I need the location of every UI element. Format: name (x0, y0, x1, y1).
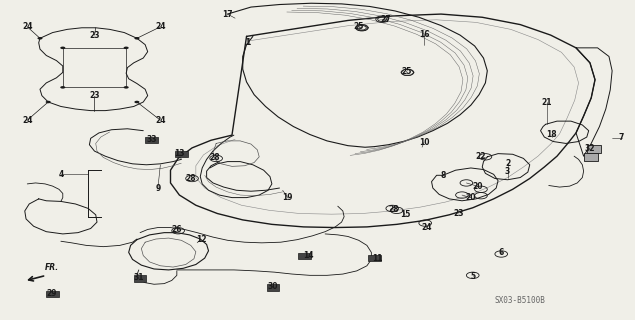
FancyBboxPatch shape (267, 284, 279, 291)
Text: SX03-B5100B: SX03-B5100B (495, 296, 545, 305)
Text: 4: 4 (58, 170, 64, 179)
Text: 12: 12 (196, 235, 206, 244)
Text: 24: 24 (421, 223, 432, 232)
Circle shape (60, 47, 65, 49)
Text: 13: 13 (174, 149, 185, 158)
Text: 19: 19 (283, 193, 293, 202)
Text: 5: 5 (470, 272, 475, 281)
Text: 20: 20 (472, 182, 483, 191)
Text: 17: 17 (222, 10, 233, 19)
Text: 24: 24 (155, 22, 166, 31)
Text: 23: 23 (90, 91, 100, 100)
Text: 21: 21 (542, 98, 552, 107)
Text: 14: 14 (303, 251, 313, 260)
Text: 16: 16 (418, 30, 429, 39)
FancyBboxPatch shape (46, 291, 59, 297)
Text: 11: 11 (373, 254, 383, 263)
FancyBboxPatch shape (175, 151, 187, 157)
Circle shape (135, 101, 140, 103)
Text: 27: 27 (380, 15, 391, 24)
FancyBboxPatch shape (584, 153, 598, 161)
Text: 24: 24 (155, 116, 166, 125)
FancyBboxPatch shape (134, 275, 147, 282)
FancyBboxPatch shape (145, 137, 158, 143)
Text: 1: 1 (245, 38, 250, 47)
FancyBboxPatch shape (298, 253, 311, 260)
Text: 10: 10 (418, 138, 429, 147)
Text: 7: 7 (619, 133, 624, 142)
Text: 33: 33 (146, 135, 157, 144)
Circle shape (124, 47, 129, 49)
Text: 8: 8 (440, 172, 446, 180)
Circle shape (135, 37, 140, 40)
Text: 23: 23 (90, 31, 100, 40)
Text: 25: 25 (354, 22, 364, 31)
Circle shape (37, 37, 43, 40)
Circle shape (124, 86, 129, 89)
Text: 28: 28 (210, 153, 220, 162)
Circle shape (60, 86, 65, 89)
Text: 29: 29 (46, 289, 57, 298)
FancyBboxPatch shape (587, 145, 601, 153)
Text: 26: 26 (171, 225, 182, 234)
Text: 31: 31 (133, 273, 144, 282)
Text: 2: 2 (505, 159, 510, 168)
Text: 3: 3 (505, 167, 510, 176)
Text: 9: 9 (155, 184, 161, 193)
Text: 28: 28 (388, 205, 399, 214)
Text: 22: 22 (476, 152, 486, 161)
Text: 28: 28 (185, 174, 196, 183)
Text: 25: 25 (401, 67, 411, 76)
Text: 20: 20 (465, 193, 476, 202)
Text: 18: 18 (547, 130, 558, 139)
Text: FR.: FR. (45, 263, 59, 272)
Text: 24: 24 (22, 22, 32, 31)
Circle shape (46, 101, 51, 103)
Text: 23: 23 (453, 209, 464, 218)
Text: 15: 15 (400, 210, 410, 219)
Text: 30: 30 (268, 282, 278, 291)
Text: 6: 6 (498, 248, 504, 257)
Text: 24: 24 (22, 116, 32, 125)
FancyBboxPatch shape (368, 255, 381, 261)
Text: 32: 32 (585, 144, 595, 153)
